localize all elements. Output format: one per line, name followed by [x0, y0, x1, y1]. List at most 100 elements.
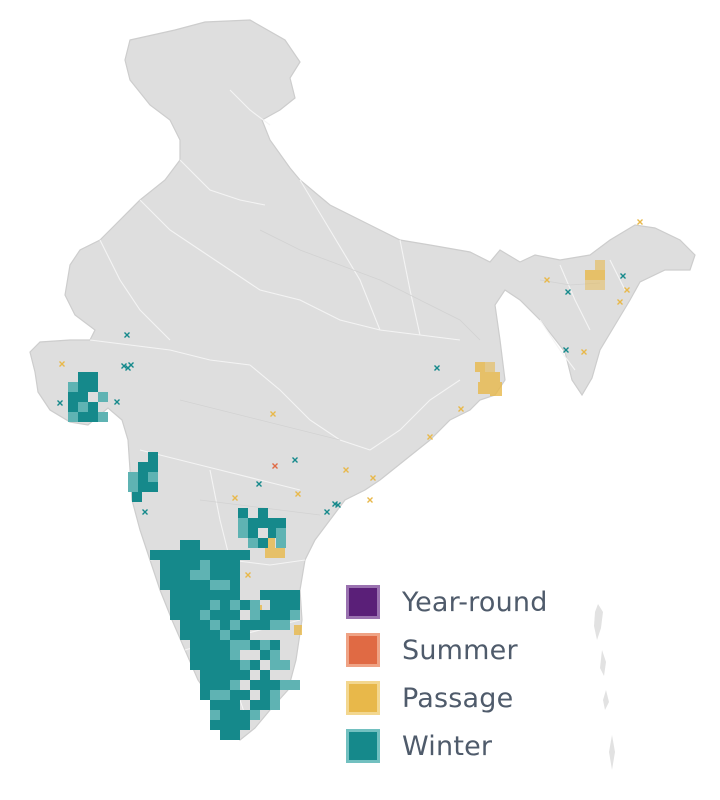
- grid-cell: [230, 710, 240, 720]
- grid-cell: [220, 680, 230, 690]
- record-marker: [295, 491, 301, 497]
- grid-cell: [230, 690, 240, 700]
- grid-cell: [220, 690, 230, 700]
- record-marker: [367, 497, 373, 503]
- grid-cell: [210, 640, 220, 650]
- grid-cell: [170, 590, 180, 600]
- legend-item-winter: Winter: [346, 722, 548, 770]
- record-marker: [343, 467, 349, 473]
- grid-cell: [250, 620, 260, 630]
- grid-cell: [200, 620, 210, 630]
- grid-cell: [190, 550, 200, 560]
- grid-cell: [190, 650, 200, 660]
- grid-cell: [280, 590, 290, 600]
- record-markers: [57, 219, 643, 578]
- grid-cell: [160, 560, 170, 570]
- grid-cell: [200, 610, 210, 620]
- grid-cell: [138, 482, 148, 492]
- grid-cell: [248, 528, 258, 538]
- grid-cell: [148, 462, 158, 472]
- grid-cell: [220, 600, 230, 610]
- legend-label-summer: Summer: [402, 634, 518, 666]
- grid-cell: [238, 528, 248, 538]
- grid-cell: [210, 610, 220, 620]
- record-marker: [142, 509, 148, 515]
- legend-swatch-year-round: [346, 585, 380, 619]
- record-marker: [370, 475, 376, 481]
- grid-cell: [128, 472, 138, 482]
- record-marker: [270, 411, 276, 417]
- grid-cell: [220, 660, 230, 670]
- grid-cell: [68, 382, 78, 392]
- grid-cell: [200, 560, 210, 570]
- grid-cell: [230, 730, 240, 740]
- winter-cells-light: [68, 382, 300, 720]
- grid-cell: [210, 660, 220, 670]
- grid-cell: [200, 690, 210, 700]
- grid-cell: [290, 610, 300, 620]
- record-marker: [114, 399, 120, 405]
- grid-cell: [180, 560, 190, 570]
- grid-cell: [210, 600, 220, 610]
- grid-cell: [240, 710, 250, 720]
- grid-cell: [190, 600, 200, 610]
- grid-cell: [230, 630, 240, 640]
- grid-cell: [260, 590, 270, 600]
- grid-cell: [258, 508, 268, 518]
- grid-cell: [200, 570, 210, 580]
- grid-cell: [260, 620, 270, 630]
- grid-cell: [258, 518, 268, 528]
- grid-cell: [210, 700, 220, 710]
- grid-cell: [170, 580, 180, 590]
- grid-cell: [210, 710, 220, 720]
- grid-cell: [88, 372, 98, 382]
- record-marker: [624, 287, 630, 293]
- grid-cell: [78, 392, 88, 402]
- grid-cell: [190, 620, 200, 630]
- record-marker: [434, 365, 440, 371]
- grid-cell: [280, 610, 290, 620]
- grid-cell: [220, 550, 230, 560]
- grid-cell: [210, 720, 220, 730]
- grid-cell: [220, 670, 230, 680]
- grid-cell: [276, 518, 286, 528]
- grid-cell: [220, 610, 230, 620]
- record-marker: [617, 299, 623, 305]
- record-marker: [620, 273, 626, 279]
- grid-cell: [200, 650, 210, 660]
- record-marker: [427, 434, 433, 440]
- record-marker: [335, 502, 341, 508]
- grid-cell: [210, 650, 220, 660]
- grid-cell: [78, 382, 88, 392]
- grid-cell: [230, 560, 240, 570]
- grid-cell: [240, 640, 250, 650]
- grid-cell: [270, 620, 280, 630]
- grid-cell: [200, 550, 210, 560]
- grid-cell: [210, 690, 220, 700]
- record-marker: [57, 400, 63, 406]
- grid-cell: [250, 680, 260, 690]
- grid-cell: [260, 640, 270, 650]
- record-marker: [124, 332, 130, 338]
- grid-cell: [180, 580, 190, 590]
- grid-cell: [240, 600, 250, 610]
- grid-cell: [240, 670, 250, 680]
- grid-cell: [276, 528, 286, 538]
- record-marker: [256, 481, 262, 487]
- grid-cell: [220, 580, 230, 590]
- grid-cell: [230, 620, 240, 630]
- record-marker: [563, 347, 569, 353]
- record-marker: [544, 277, 550, 283]
- grid-cell: [230, 660, 240, 670]
- grid-cell: [68, 402, 78, 412]
- grid-cell: [138, 472, 148, 482]
- winter-cells: [68, 372, 300, 740]
- grid-cell: [68, 412, 78, 422]
- grid-cell: [160, 580, 170, 590]
- grid-cell: [260, 680, 270, 690]
- grid-cell: [200, 590, 210, 600]
- legend-label-winter: Winter: [402, 730, 493, 762]
- record-marker: [637, 219, 643, 225]
- grid-cell: [160, 550, 170, 560]
